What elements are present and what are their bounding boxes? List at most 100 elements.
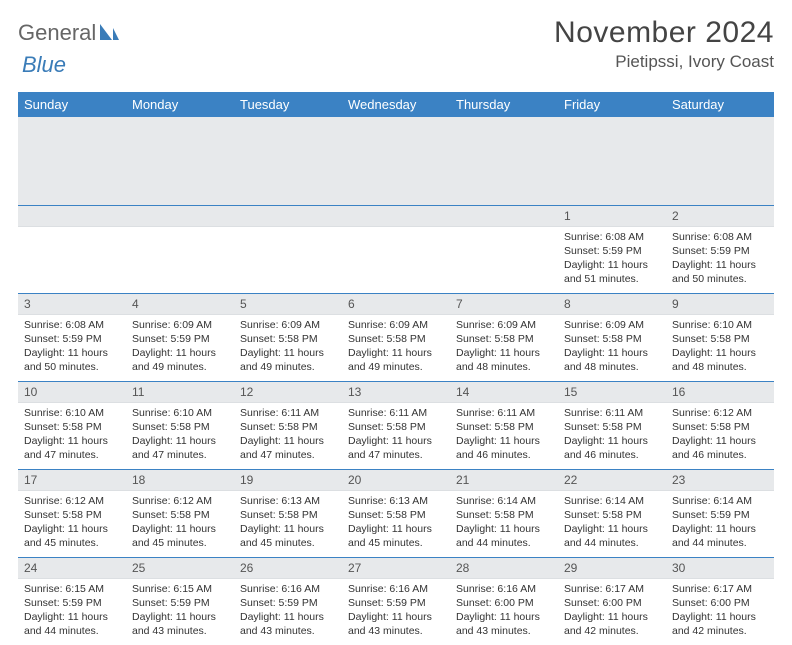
day-number-empty bbox=[234, 206, 342, 227]
sunset-text: Sunset: 5:59 PM bbox=[24, 332, 120, 346]
sunrise-text: Sunrise: 6:16 AM bbox=[456, 582, 552, 596]
day-number-empty bbox=[126, 206, 234, 227]
day-details: Sunrise: 6:16 AMSunset: 6:00 PMDaylight:… bbox=[450, 579, 558, 644]
sunset-text: Sunset: 5:59 PM bbox=[672, 508, 768, 522]
calendar-day-cell: 3Sunrise: 6:08 AMSunset: 5:59 PMDaylight… bbox=[18, 293, 126, 381]
daylight-text: Daylight: 11 hours and 45 minutes. bbox=[132, 522, 228, 550]
day-number: 23 bbox=[666, 470, 774, 491]
calendar-day-cell: 13Sunrise: 6:11 AMSunset: 5:58 PMDayligh… bbox=[342, 381, 450, 469]
sunrise-text: Sunrise: 6:15 AM bbox=[24, 582, 120, 596]
daylight-text: Daylight: 11 hours and 45 minutes. bbox=[240, 522, 336, 550]
sunrise-text: Sunrise: 6:10 AM bbox=[132, 406, 228, 420]
logo: General bbox=[18, 20, 120, 46]
day-number: 5 bbox=[234, 294, 342, 315]
sunrise-text: Sunrise: 6:17 AM bbox=[672, 582, 768, 596]
sunset-text: Sunset: 5:58 PM bbox=[240, 508, 336, 522]
calendar-day-cell: 17Sunrise: 6:12 AMSunset: 5:58 PMDayligh… bbox=[18, 469, 126, 557]
sunset-text: Sunset: 5:58 PM bbox=[456, 332, 552, 346]
calendar-day-cell: 18Sunrise: 6:12 AMSunset: 5:58 PMDayligh… bbox=[126, 469, 234, 557]
sunset-text: Sunset: 5:59 PM bbox=[348, 596, 444, 610]
day-number: 16 bbox=[666, 382, 774, 403]
calendar-week-row: 10Sunrise: 6:10 AMSunset: 5:58 PMDayligh… bbox=[18, 381, 774, 469]
day-details: Sunrise: 6:11 AMSunset: 5:58 PMDaylight:… bbox=[450, 403, 558, 468]
day-number: 15 bbox=[558, 382, 666, 403]
daylight-text: Daylight: 11 hours and 46 minutes. bbox=[456, 434, 552, 462]
day-number: 24 bbox=[18, 558, 126, 579]
sunrise-text: Sunrise: 6:16 AM bbox=[348, 582, 444, 596]
day-number: 29 bbox=[558, 558, 666, 579]
day-details: Sunrise: 6:10 AMSunset: 5:58 PMDaylight:… bbox=[18, 403, 126, 468]
weekday-header: Saturday bbox=[666, 92, 774, 117]
daylight-text: Daylight: 11 hours and 50 minutes. bbox=[24, 346, 120, 374]
daylight-text: Daylight: 11 hours and 44 minutes. bbox=[24, 610, 120, 638]
sunset-text: Sunset: 5:59 PM bbox=[132, 596, 228, 610]
sunset-text: Sunset: 5:58 PM bbox=[240, 420, 336, 434]
calendar-day-cell: 25Sunrise: 6:15 AMSunset: 5:59 PMDayligh… bbox=[126, 557, 234, 645]
sunset-text: Sunset: 5:58 PM bbox=[672, 420, 768, 434]
sunset-text: Sunset: 5:59 PM bbox=[240, 596, 336, 610]
calendar-day-cell: 27Sunrise: 6:16 AMSunset: 5:59 PMDayligh… bbox=[342, 557, 450, 645]
daylight-text: Daylight: 11 hours and 51 minutes. bbox=[564, 258, 660, 286]
location-label: Pietipssi, Ivory Coast bbox=[554, 52, 774, 72]
daylight-text: Daylight: 11 hours and 49 minutes. bbox=[132, 346, 228, 374]
title-block: November 2024 Pietipssi, Ivory Coast bbox=[554, 16, 774, 72]
sunset-text: Sunset: 5:58 PM bbox=[564, 332, 660, 346]
day-details: Sunrise: 6:12 AMSunset: 5:58 PMDaylight:… bbox=[666, 403, 774, 468]
calendar-day-cell: 4Sunrise: 6:09 AMSunset: 5:59 PMDaylight… bbox=[126, 293, 234, 381]
calendar-day-cell: 12Sunrise: 6:11 AMSunset: 5:58 PMDayligh… bbox=[234, 381, 342, 469]
sunrise-text: Sunrise: 6:09 AM bbox=[564, 318, 660, 332]
daylight-text: Daylight: 11 hours and 46 minutes. bbox=[564, 434, 660, 462]
day-number: 11 bbox=[126, 382, 234, 403]
sunrise-text: Sunrise: 6:09 AM bbox=[348, 318, 444, 332]
daylight-text: Daylight: 11 hours and 45 minutes. bbox=[24, 522, 120, 550]
day-number: 7 bbox=[450, 294, 558, 315]
calendar-empty-cell bbox=[342, 205, 450, 293]
sunrise-text: Sunrise: 6:11 AM bbox=[240, 406, 336, 420]
daylight-text: Daylight: 11 hours and 42 minutes. bbox=[672, 610, 768, 638]
calendar-header-row: SundayMondayTuesdayWednesdayThursdayFrid… bbox=[18, 92, 774, 117]
daylight-text: Daylight: 11 hours and 49 minutes. bbox=[348, 346, 444, 374]
day-number-empty bbox=[450, 206, 558, 227]
day-number: 27 bbox=[342, 558, 450, 579]
calendar-empty-cell bbox=[234, 205, 342, 293]
calendar-day-cell: 5Sunrise: 6:09 AMSunset: 5:58 PMDaylight… bbox=[234, 293, 342, 381]
day-number: 14 bbox=[450, 382, 558, 403]
weekday-header: Wednesday bbox=[342, 92, 450, 117]
day-details: Sunrise: 6:08 AMSunset: 5:59 PMDaylight:… bbox=[666, 227, 774, 292]
day-number: 25 bbox=[126, 558, 234, 579]
calendar-day-cell: 7Sunrise: 6:09 AMSunset: 5:58 PMDaylight… bbox=[450, 293, 558, 381]
daylight-text: Daylight: 11 hours and 42 minutes. bbox=[564, 610, 660, 638]
sunset-text: Sunset: 5:58 PM bbox=[24, 420, 120, 434]
sunrise-text: Sunrise: 6:09 AM bbox=[240, 318, 336, 332]
sunset-text: Sunset: 5:58 PM bbox=[348, 420, 444, 434]
day-details: Sunrise: 6:10 AMSunset: 5:58 PMDaylight:… bbox=[666, 315, 774, 380]
sunset-text: Sunset: 6:00 PM bbox=[672, 596, 768, 610]
day-details: Sunrise: 6:17 AMSunset: 6:00 PMDaylight:… bbox=[558, 579, 666, 644]
day-details: Sunrise: 6:16 AMSunset: 5:59 PMDaylight:… bbox=[234, 579, 342, 644]
day-details: Sunrise: 6:13 AMSunset: 5:58 PMDaylight:… bbox=[342, 491, 450, 556]
day-details: Sunrise: 6:11 AMSunset: 5:58 PMDaylight:… bbox=[558, 403, 666, 468]
sunset-text: Sunset: 6:00 PM bbox=[564, 596, 660, 610]
weekday-header: Monday bbox=[126, 92, 234, 117]
sunrise-text: Sunrise: 6:16 AM bbox=[240, 582, 336, 596]
logo-general: General bbox=[18, 20, 96, 46]
weekday-header: Friday bbox=[558, 92, 666, 117]
day-number-empty bbox=[342, 206, 450, 227]
sunrise-text: Sunrise: 6:14 AM bbox=[672, 494, 768, 508]
day-details: Sunrise: 6:14 AMSunset: 5:59 PMDaylight:… bbox=[666, 491, 774, 556]
calendar-day-cell: 26Sunrise: 6:16 AMSunset: 5:59 PMDayligh… bbox=[234, 557, 342, 645]
sunrise-text: Sunrise: 6:12 AM bbox=[24, 494, 120, 508]
calendar-day-cell: 8Sunrise: 6:09 AMSunset: 5:58 PMDaylight… bbox=[558, 293, 666, 381]
day-number: 18 bbox=[126, 470, 234, 491]
day-number: 8 bbox=[558, 294, 666, 315]
sunset-text: Sunset: 5:58 PM bbox=[456, 420, 552, 434]
calendar-day-cell: 23Sunrise: 6:14 AMSunset: 5:59 PMDayligh… bbox=[666, 469, 774, 557]
daylight-text: Daylight: 11 hours and 49 minutes. bbox=[240, 346, 336, 374]
sunset-text: Sunset: 5:58 PM bbox=[348, 508, 444, 522]
daylight-text: Daylight: 11 hours and 47 minutes. bbox=[24, 434, 120, 462]
sunrise-text: Sunrise: 6:14 AM bbox=[564, 494, 660, 508]
calendar-empty-cell bbox=[450, 205, 558, 293]
sunrise-text: Sunrise: 6:12 AM bbox=[672, 406, 768, 420]
daylight-text: Daylight: 11 hours and 45 minutes. bbox=[348, 522, 444, 550]
calendar-day-cell: 29Sunrise: 6:17 AMSunset: 6:00 PMDayligh… bbox=[558, 557, 666, 645]
